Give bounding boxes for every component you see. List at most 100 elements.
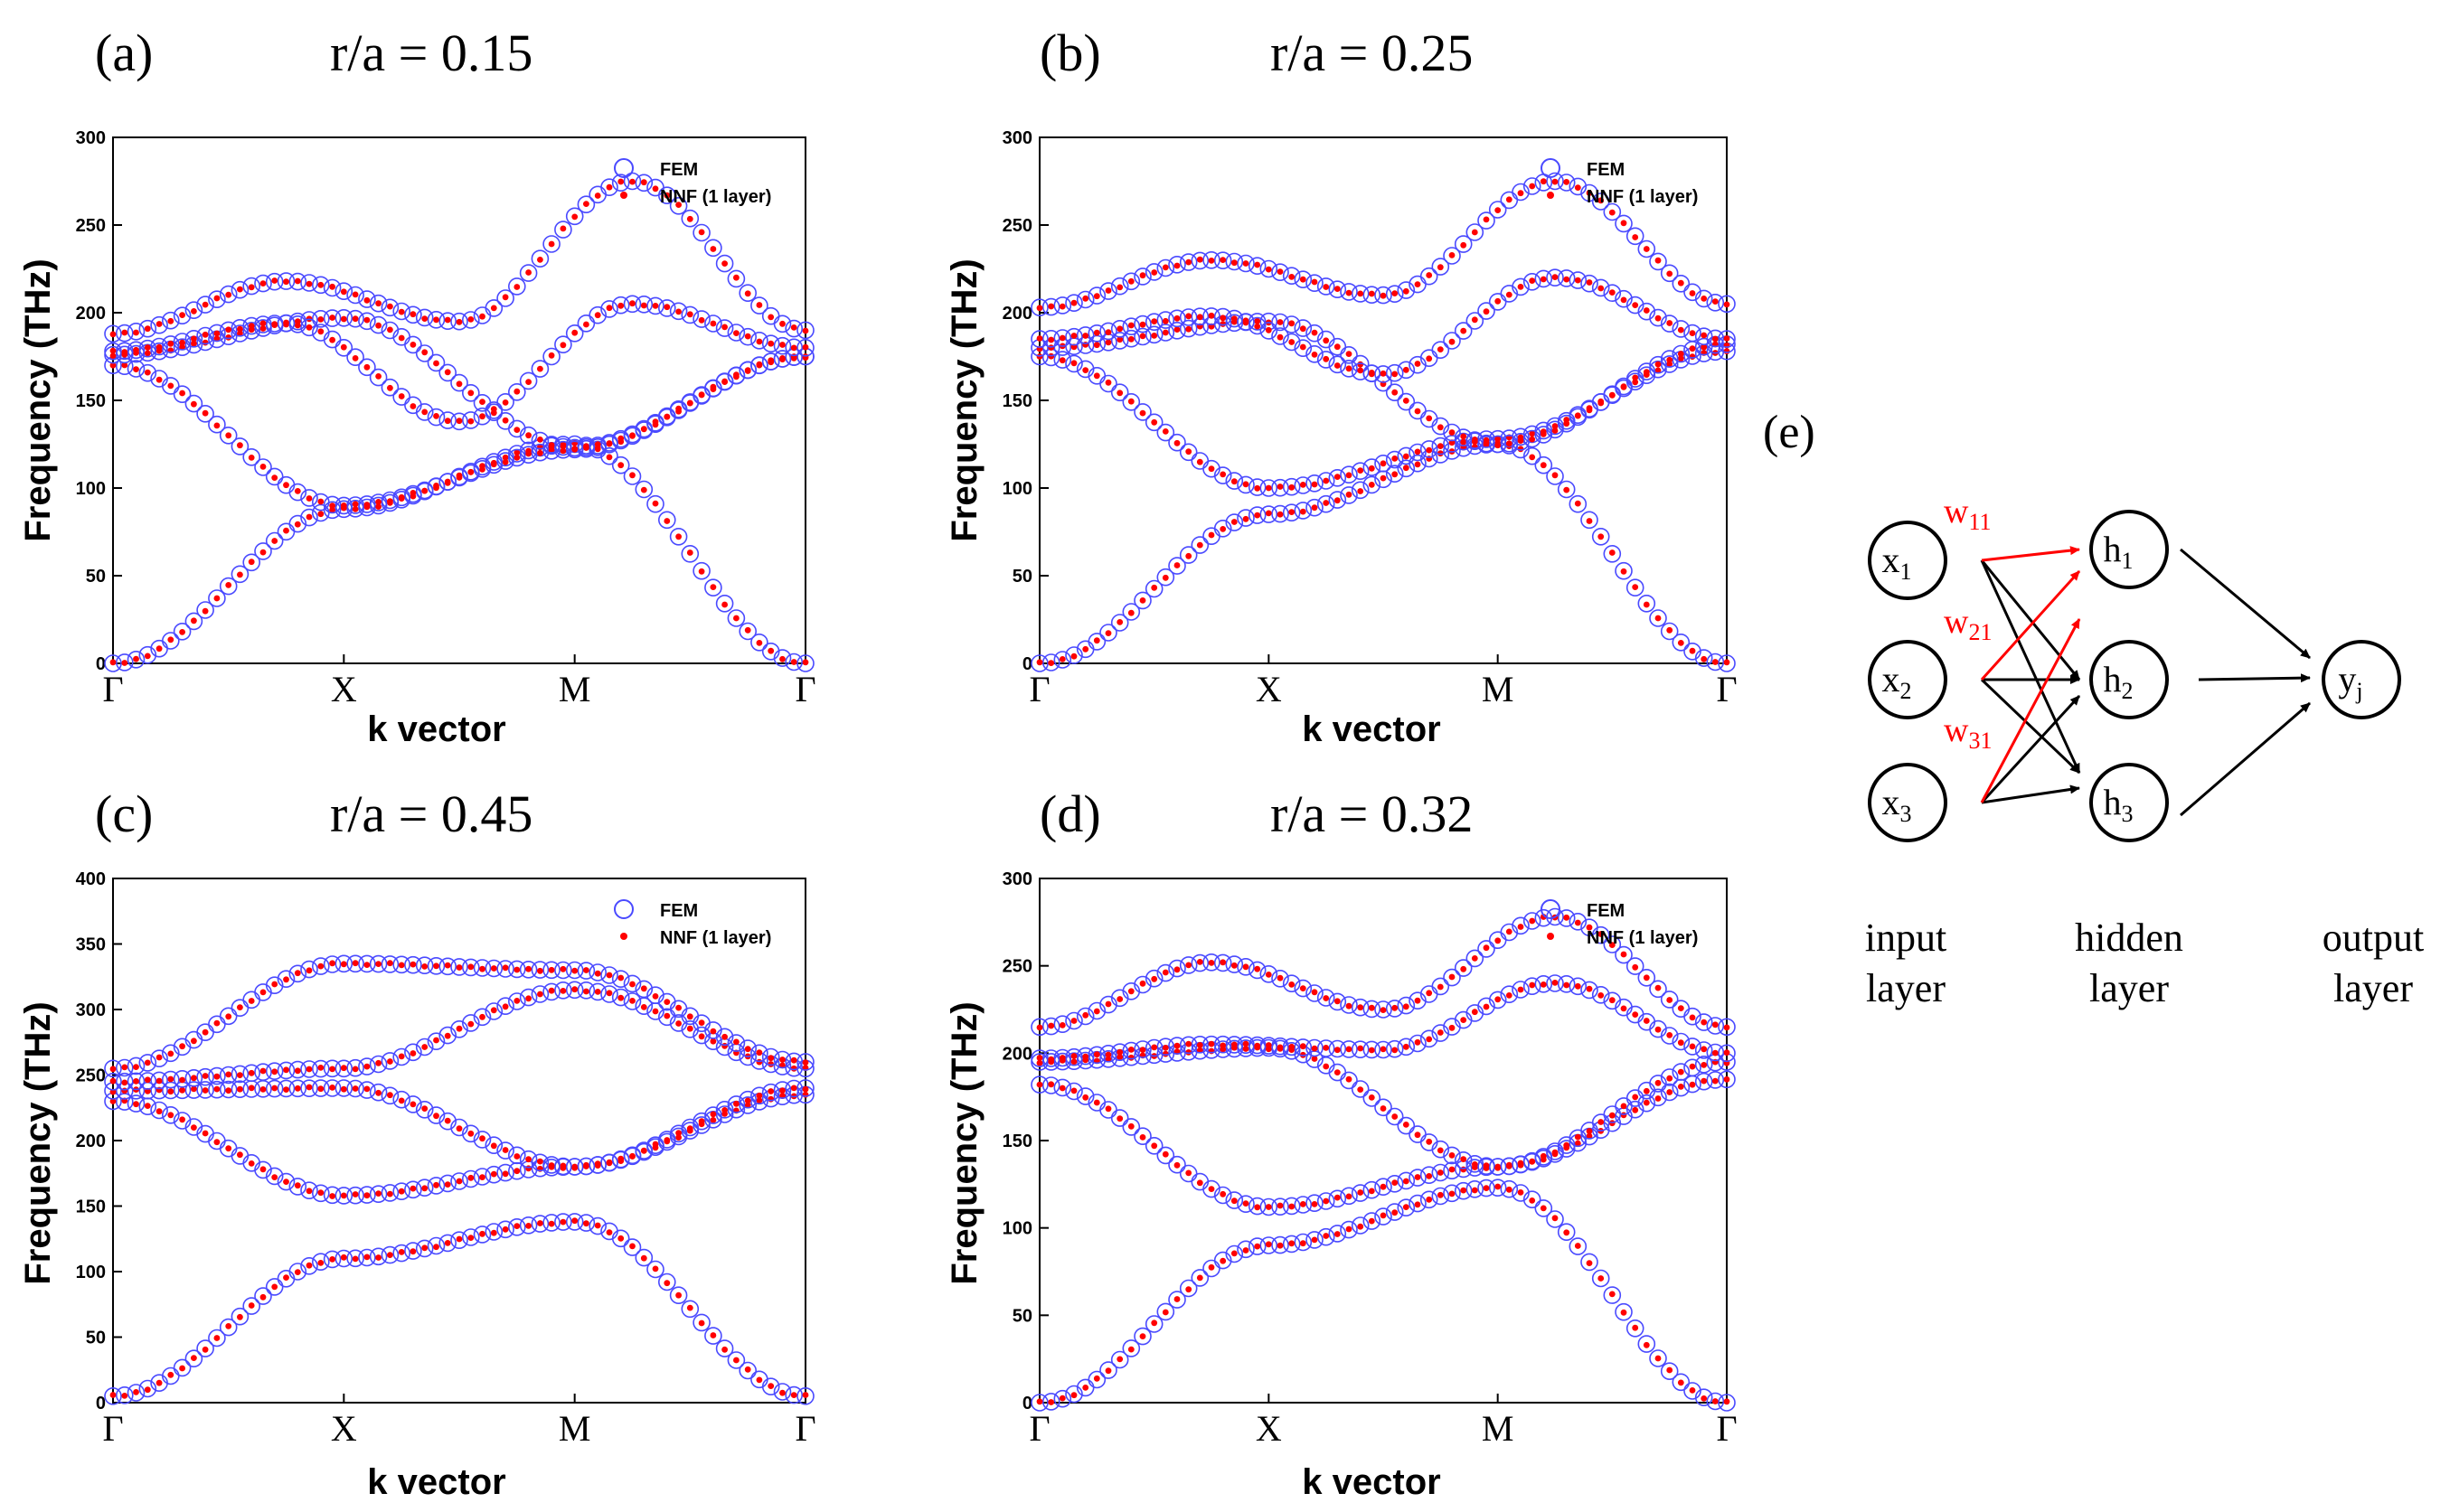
nnf-point	[1723, 659, 1730, 666]
fem-point	[461, 383, 480, 402]
nnf-point	[1505, 928, 1512, 935]
fem-point	[1351, 1216, 1370, 1235]
fem-point	[1546, 1142, 1564, 1160]
fem-point	[1340, 345, 1358, 364]
fem-point	[1557, 174, 1576, 192]
fem-point	[300, 1257, 318, 1275]
fem-point	[300, 1181, 318, 1199]
fem-point	[693, 1026, 711, 1045]
nnf-point	[1185, 552, 1192, 559]
fem-point	[1271, 313, 1289, 332]
fem-point	[381, 1086, 400, 1105]
nnf-point	[1448, 252, 1456, 258]
nnf-point	[1357, 1045, 1364, 1052]
nnf-point	[202, 301, 209, 308]
fem-point	[773, 1081, 792, 1099]
fem-point	[1031, 1394, 1049, 1412]
nnf-point	[1162, 264, 1169, 271]
nnf-point	[1254, 484, 1261, 492]
connections	[1980, 546, 2311, 817]
fem-point	[1065, 1047, 1083, 1066]
nnf-point	[548, 442, 555, 448]
fem-point	[1145, 579, 1164, 598]
nnf-point	[340, 961, 347, 968]
fem-point	[1637, 366, 1656, 385]
nnf-point	[1426, 1196, 1433, 1203]
fem-point	[1374, 1207, 1392, 1226]
nnf-point	[768, 1095, 775, 1103]
fem-point	[1649, 308, 1667, 327]
fem-point	[1683, 1058, 1701, 1077]
fem-point	[1237, 958, 1255, 976]
nnf-point	[179, 339, 186, 346]
nnf-point	[202, 1087, 209, 1094]
edge-h1-y	[2180, 548, 2311, 660]
node-h2: h2	[2089, 640, 2169, 719]
fem-point	[335, 1187, 353, 1205]
nnf-point	[109, 1066, 117, 1073]
nnf-point	[1185, 1040, 1192, 1047]
nnf-point	[790, 659, 797, 665]
nnf-point	[1414, 1201, 1421, 1208]
fem-point	[1065, 354, 1083, 373]
nnf-point	[1242, 1046, 1249, 1052]
fem-point	[1419, 1190, 1438, 1209]
nnf-point	[1586, 279, 1593, 286]
fem-point	[1534, 1199, 1553, 1217]
nnf-point	[352, 355, 359, 362]
nnf-point	[514, 1153, 521, 1160]
nnf-point	[1277, 484, 1284, 490]
nnf-point	[1162, 1045, 1169, 1051]
nnf-point	[387, 960, 393, 967]
fem-point	[1397, 361, 1416, 380]
fem-point	[219, 1007, 238, 1026]
fem-point	[646, 494, 664, 513]
fem-point	[1591, 527, 1610, 546]
nnf-point	[1082, 1053, 1089, 1060]
nnf-point	[306, 1262, 313, 1269]
fem-point	[1569, 177, 1588, 196]
fem-point	[554, 221, 572, 239]
nnf-point	[1105, 287, 1112, 294]
nnf-point	[306, 324, 313, 331]
nnf-point	[271, 1283, 278, 1291]
fem-point	[1237, 1195, 1255, 1213]
nnf-point	[1391, 1179, 1399, 1186]
fem-point	[1477, 302, 1495, 320]
fem-point	[485, 1165, 504, 1184]
fem-point	[1168, 1291, 1186, 1309]
nnf-point	[1093, 293, 1100, 300]
fem-point	[369, 315, 388, 334]
fem-point	[1603, 935, 1622, 953]
nnf-point	[1117, 1115, 1124, 1122]
fem-point	[657, 511, 676, 530]
fem-point	[219, 1066, 238, 1085]
nnf-point	[167, 1112, 174, 1119]
edge-x1-h2	[1980, 559, 2081, 681]
fem-point	[1397, 1038, 1416, 1057]
fem-point	[381, 298, 400, 317]
nnf-point	[1048, 660, 1055, 666]
nnf-point	[352, 1191, 359, 1197]
nnf-point	[191, 400, 197, 408]
fem-point	[450, 958, 468, 976]
nnf-point	[1437, 346, 1444, 352]
x-tick-label: X	[331, 1408, 357, 1449]
nnf-point	[109, 331, 117, 338]
nnf-point	[1162, 574, 1169, 581]
nnf-point	[1357, 1086, 1364, 1093]
fem-point	[1099, 322, 1117, 341]
fem-point	[1706, 653, 1725, 671]
nnf-point	[1414, 408, 1421, 415]
nnf-point	[179, 343, 186, 351]
fem-point	[577, 1157, 596, 1176]
nnf-point	[537, 1158, 543, 1165]
y-tick-label: 0	[1022, 654, 1032, 674]
nnf-point	[548, 987, 555, 994]
nnf-point	[133, 366, 139, 372]
fem-point	[1500, 985, 1519, 1003]
fem-point	[1156, 568, 1175, 587]
nnf-point	[1368, 465, 1375, 472]
nnf-point	[502, 399, 509, 406]
fem-point	[1660, 1083, 1679, 1102]
